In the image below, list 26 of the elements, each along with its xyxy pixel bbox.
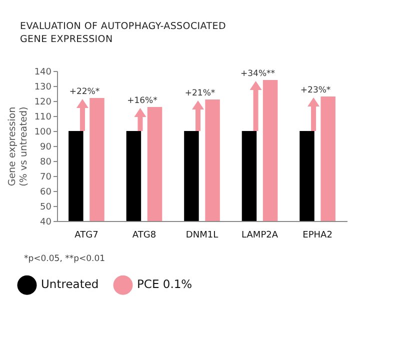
y-tick-label: 140 (34, 68, 52, 78)
legend-label: Untreated (41, 277, 99, 292)
annotation: +34%** (240, 69, 276, 79)
chart-title: EVALUATION OF AUTOPHAGY-ASSOCIATED GENE EXPRESSION (20, 20, 227, 46)
y-tick-label: 70 (40, 172, 52, 182)
y-tick-label: 110 (34, 112, 52, 122)
x-tick-label: ATG8 (132, 230, 156, 240)
y-tick-label: 130 (34, 82, 52, 92)
annotation: +23%* (300, 86, 331, 96)
annotation: +22%* (69, 87, 100, 97)
annotation: +21%* (184, 88, 216, 98)
annotation: +16%* (127, 96, 158, 106)
x-tick-label: EPHA2 (302, 230, 332, 240)
x-tick-label: LAMP2A (242, 230, 279, 240)
y-tick-label: 100 (34, 128, 52, 138)
y-tick-label: 80 (40, 158, 52, 168)
y-tick-label: 60 (40, 188, 52, 198)
x-tick-label: ATG7 (74, 230, 98, 240)
y-tick-label: 120 (34, 98, 52, 108)
y-tick-label: 50 (40, 202, 52, 212)
y-tick-label: 90 (40, 142, 52, 152)
legend-label: PCE 0.1% (137, 277, 192, 292)
x-tick-label: DNM1L (186, 230, 218, 240)
text: *p<0.05, **p<0.01 (24, 254, 106, 264)
y-tick-label: 40 (40, 218, 52, 228)
y-axis-title: Gene expression (% vs untreated) (6, 106, 30, 186)
